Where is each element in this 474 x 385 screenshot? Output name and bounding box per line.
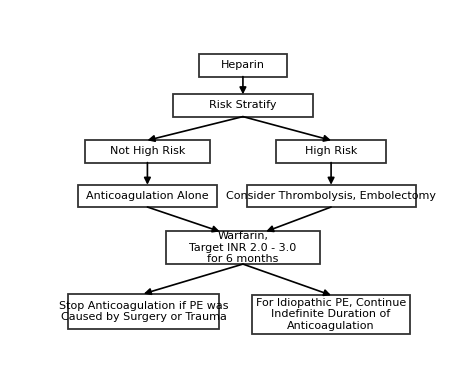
Text: High Risk: High Risk [305,146,357,156]
Text: Heparin: Heparin [221,60,265,70]
FancyBboxPatch shape [199,54,287,77]
Text: For Idiopathic PE, Continue
Indefinite Duration of
Anticoagulation: For Idiopathic PE, Continue Indefinite D… [256,298,406,331]
FancyBboxPatch shape [246,185,416,207]
FancyBboxPatch shape [252,295,410,334]
Text: Stop Anticoagulation if PE was
Caused by Surgery or Trauma: Stop Anticoagulation if PE was Caused by… [59,301,228,322]
FancyBboxPatch shape [166,231,320,264]
Text: Not High Risk: Not High Risk [109,146,185,156]
Text: Warfarin,
Target INR 2.0 - 3.0
for 6 months: Warfarin, Target INR 2.0 - 3.0 for 6 mon… [189,231,297,264]
FancyBboxPatch shape [276,140,386,162]
Text: Risk Stratify: Risk Stratify [209,100,277,110]
Text: Anticoagulation Alone: Anticoagulation Alone [86,191,209,201]
FancyBboxPatch shape [78,185,217,207]
Text: Consider Thrombolysis, Embolectomy: Consider Thrombolysis, Embolectomy [226,191,436,201]
FancyBboxPatch shape [68,294,219,329]
FancyBboxPatch shape [173,94,313,117]
FancyBboxPatch shape [85,140,210,162]
